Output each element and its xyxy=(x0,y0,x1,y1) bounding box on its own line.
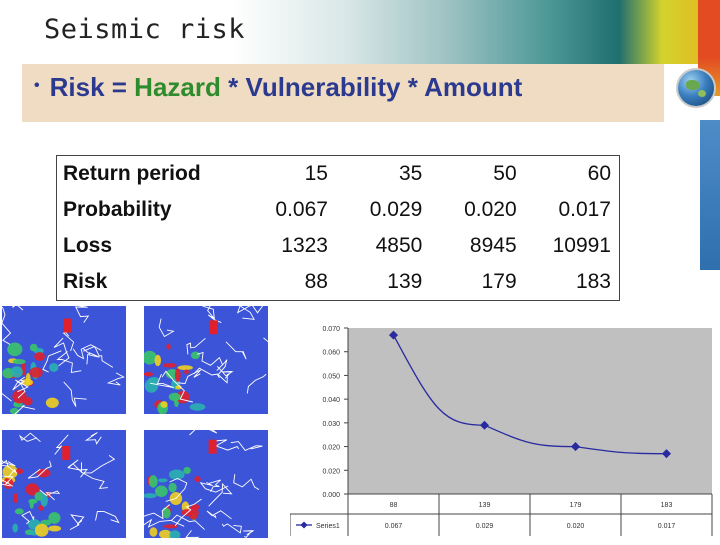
table-cell: 139 xyxy=(387,270,423,293)
legend-marker xyxy=(300,521,308,529)
table-value-label: 0.020 xyxy=(567,523,585,530)
table-cell: 0.029 xyxy=(369,198,423,221)
y-tick-label: 0.050 xyxy=(322,373,340,380)
y-tick-label: 0.000 xyxy=(322,492,340,499)
table-row: Risk 88 139 179 183 xyxy=(57,264,620,301)
table-row: Return period 15 35 50 60 xyxy=(57,156,620,193)
map-graphic xyxy=(2,430,126,538)
x-category-label: 179 xyxy=(570,502,582,509)
table-cell: 50 xyxy=(493,162,517,185)
map-graphic xyxy=(144,306,268,414)
table-cell: 0.020 xyxy=(464,198,517,221)
table-cell: 0.017 xyxy=(558,198,611,221)
legend-label: Series1 xyxy=(316,523,340,530)
page-title: Seismic risk xyxy=(44,14,246,45)
series-line xyxy=(392,334,667,455)
table-value-label: 0.017 xyxy=(658,523,676,530)
row-label: Risk xyxy=(63,270,108,293)
globe-icon xyxy=(678,70,714,106)
hazard-map-2 xyxy=(144,306,268,414)
map-graphic xyxy=(2,306,126,414)
chart-svg: 0.070 0.060 0.050 0.040 0.030 0.020 0.020 0.000… xyxy=(289,326,713,536)
map-graphic xyxy=(144,430,268,538)
table-value-label: 0.067 xyxy=(385,523,403,530)
table-cell: 4850 xyxy=(375,234,423,257)
table-cell: 0.067 xyxy=(275,198,328,221)
row-label: Loss xyxy=(63,234,113,257)
table-cell: 183 xyxy=(575,270,611,293)
y-tick-label: 0.030 xyxy=(322,421,340,428)
y-tick-label: 0.020 xyxy=(322,468,340,475)
x-category-label: 139 xyxy=(479,502,491,509)
y-tick-label: 0.040 xyxy=(322,397,340,404)
risk-formula: • Risk = Hazard * Vulnerability * Amount xyxy=(34,72,522,103)
row-label: Return period xyxy=(63,162,201,185)
formula-rest: * Vulnerability * Amount xyxy=(220,72,523,102)
header-band xyxy=(0,0,720,64)
x-category-label: 88 xyxy=(390,502,398,509)
hazard-map-4 xyxy=(144,430,268,538)
formula-hazard: Hazard xyxy=(134,72,221,102)
formula-band xyxy=(22,64,664,122)
table-cell: 88 xyxy=(304,270,328,293)
table-cell: 35 xyxy=(398,162,423,185)
row-label: Probability xyxy=(63,198,172,221)
table-value-label: 0.029 xyxy=(476,523,494,530)
x-category-label: 183 xyxy=(661,502,673,509)
table-cell: 15 xyxy=(304,162,328,185)
table-cell: 179 xyxy=(481,270,517,293)
table-cell: 10991 xyxy=(552,234,611,257)
y-tick-label: 0.070 xyxy=(322,326,340,333)
hazard-maps xyxy=(0,304,272,540)
bullet-icon: • xyxy=(34,77,40,94)
risk-table: Return period 15 35 50 60 Probability 0.067 0.0… xyxy=(56,155,620,301)
table-row: Probability 0.067 0.029 0.020 0.017 xyxy=(57,192,620,228)
hazard-map-1 xyxy=(2,306,126,414)
y-tick-label: 0.020 xyxy=(322,445,340,452)
table-cell: 1323 xyxy=(281,234,328,257)
plot-area xyxy=(348,328,712,494)
formula-prefix: Risk = xyxy=(49,72,135,102)
table-row: Loss 1323 4850 8945 10991 xyxy=(57,228,620,264)
table-cell: 8945 xyxy=(469,234,517,257)
hazard-map-3 xyxy=(2,430,126,538)
decorative-side-bar-bottom xyxy=(700,120,720,270)
table-cell: 60 xyxy=(587,162,611,185)
y-tick-label: 0.060 xyxy=(322,350,340,357)
probability-risk-chart: 0.070 0.060 0.050 0.040 0.030 0.020 0.020 0.000… xyxy=(289,318,720,540)
